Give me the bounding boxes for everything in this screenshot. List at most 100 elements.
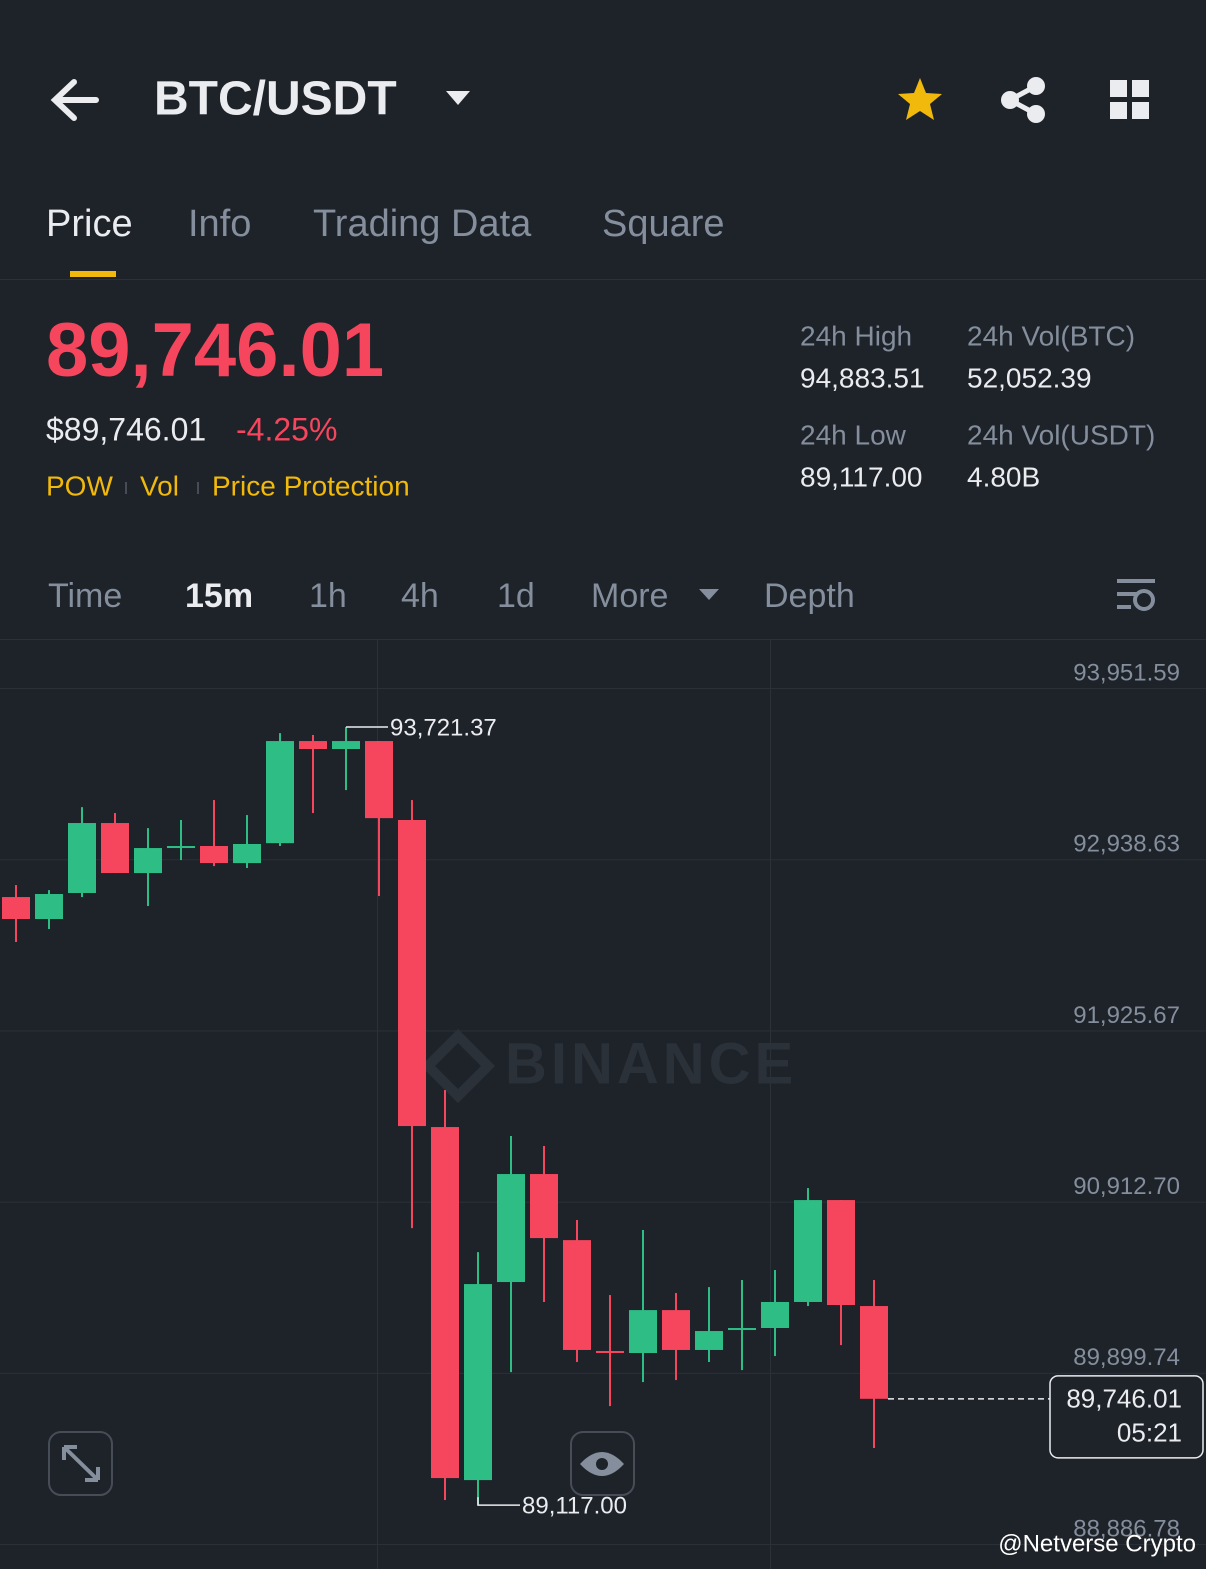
candle-body (365, 741, 393, 819)
candle-wick (345, 726, 347, 791)
timeframe[interactable]: 1h (309, 577, 347, 615)
last-price-label: 89,746.01 (1066, 1384, 1182, 1414)
low-marker-label: 89,117.00 (522, 1492, 627, 1519)
candle-body (662, 1310, 690, 1350)
candle-body (497, 1174, 525, 1283)
y-tick-label: 90,912.70 (1073, 1173, 1180, 1200)
candle-wick (741, 1280, 743, 1371)
y-tick-label: 88,886.78 (1073, 1515, 1180, 1542)
y-tick-label: 89,899.74 (1073, 1344, 1180, 1371)
back-icon (50, 79, 99, 121)
candle-body (200, 846, 228, 864)
tag[interactable]: Vol (140, 470, 179, 501)
candle-body (596, 1350, 624, 1354)
grid-line (0, 1030, 1206, 1032)
watermark: BINANCE (505, 1031, 797, 1096)
candle-body (794, 1200, 822, 1302)
stat-label: 24h High (800, 320, 912, 351)
timeframe[interactable]: 4h (401, 577, 439, 615)
candle-body (563, 1240, 591, 1350)
grid-line (0, 1372, 1206, 1374)
credit: @Netverse Crypto (998, 1530, 1196, 1557)
timeframe[interactable]: 1d (497, 577, 535, 615)
grid-menu[interactable] (1110, 80, 1149, 119)
tab-indicator (70, 271, 116, 277)
grid-line (0, 859, 1206, 861)
tag[interactable]: Price Protection (212, 470, 410, 501)
candle-body (629, 1310, 657, 1354)
grid-line (0, 1201, 1206, 1203)
expand-button[interactable] (48, 1431, 113, 1496)
grid-line (0, 688, 1206, 690)
candle-body (299, 741, 327, 750)
price-change: -4.25% (236, 411, 337, 447)
candle-body (728, 1328, 756, 1331)
tag[interactable]: POW (46, 470, 113, 501)
candle-wick (246, 815, 248, 868)
candle-body (530, 1174, 558, 1239)
candle-body (398, 819, 426, 1127)
tag-separator (197, 482, 199, 494)
candle-body (464, 1284, 492, 1481)
candle-wick (609, 1295, 611, 1407)
y-tick-label: 93,951.59 (1073, 659, 1180, 686)
pair-dropdown[interactable] (446, 91, 470, 105)
candle-body (761, 1301, 789, 1329)
low-marker-line (477, 1497, 520, 1506)
candle-wick (642, 1229, 644, 1383)
candle-body (101, 823, 129, 874)
eye-button[interactable] (570, 1431, 635, 1496)
timeframe[interactable]: Depth (764, 577, 855, 615)
timeframe[interactable]: More (591, 577, 668, 615)
y-tick-label: 91,925.67 (1073, 1002, 1180, 1029)
stat-label: 24h Vol(USDT) (967, 419, 1155, 450)
v-grid-line (377, 640, 378, 1569)
candle-body (431, 1127, 459, 1479)
stat-label: 24h Low (800, 419, 907, 450)
candle-body (695, 1331, 723, 1350)
stat-label: 24h Vol(BTC) (967, 320, 1135, 351)
stat-value: 52,052.39 (967, 362, 1092, 393)
tab[interactable]: Info (188, 203, 251, 245)
favorite-star[interactable] (898, 78, 942, 120)
y-tick-label: 92,938.63 (1073, 831, 1180, 858)
plot: 93,951.59 92,938.63 91,925.67 90,912.70 89,8… (0, 659, 1206, 1546)
stat-value: 4.80B (967, 461, 1040, 492)
candle-body (266, 741, 294, 844)
candle-body (68, 823, 96, 893)
back-button[interactable] (50, 79, 99, 121)
candle-wick (213, 800, 215, 867)
divider (0, 639, 1206, 640)
more-dropdown[interactable] (699, 589, 719, 600)
stat-value: 89,117.00 (800, 461, 923, 492)
tab[interactable]: Price (46, 203, 133, 245)
candle-body (860, 1306, 888, 1399)
candle-body (2, 897, 30, 920)
v-grid-line (770, 640, 771, 1569)
candle-wick (180, 819, 182, 861)
chart-settings[interactable] (1117, 579, 1155, 611)
usd-price: $89,746.01 (46, 411, 206, 447)
candle-body (827, 1200, 855, 1306)
candle-body (233, 843, 261, 864)
timeframe[interactable]: 15m (185, 577, 253, 615)
countdown-label: 05:21 (1117, 1418, 1182, 1448)
tag-separator (125, 482, 127, 494)
high-marker-label: 93,721.37 (390, 714, 497, 741)
candle-body (167, 846, 195, 849)
candle-body (332, 741, 360, 750)
timeframe[interactable]: Time (48, 577, 122, 615)
stat-value: 94,883.51 (800, 362, 925, 393)
watermark-logo (420, 1028, 496, 1104)
candle-wick (708, 1287, 710, 1362)
divider (0, 279, 1206, 280)
candle-body (134, 848, 162, 874)
tab[interactable]: Trading Data (313, 203, 532, 245)
tab[interactable]: Square (602, 203, 725, 245)
share-button[interactable] (1001, 77, 1045, 123)
last-price-box (1049, 1375, 1204, 1459)
grid-line (0, 1544, 1206, 1546)
pair-title[interactable]: BTC/USDT (154, 73, 397, 126)
